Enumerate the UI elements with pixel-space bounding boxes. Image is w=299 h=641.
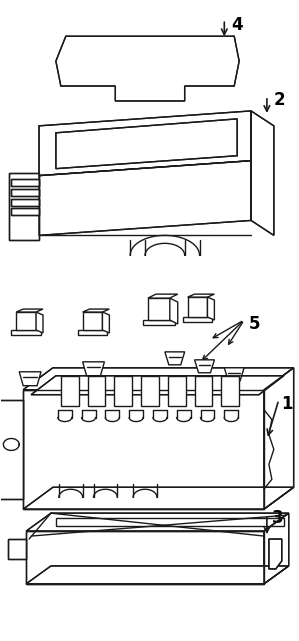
Polygon shape: [11, 330, 41, 335]
Text: 5: 5: [249, 315, 260, 333]
Polygon shape: [195, 376, 212, 406]
Polygon shape: [148, 294, 178, 298]
Polygon shape: [114, 376, 132, 406]
Polygon shape: [26, 531, 264, 584]
Polygon shape: [23, 390, 264, 509]
Polygon shape: [23, 368, 294, 390]
Polygon shape: [168, 376, 186, 406]
Polygon shape: [11, 188, 39, 196]
Polygon shape: [264, 368, 294, 509]
Polygon shape: [8, 539, 26, 559]
Polygon shape: [208, 297, 214, 320]
Polygon shape: [56, 37, 239, 101]
Polygon shape: [39, 161, 251, 235]
Polygon shape: [9, 172, 39, 240]
Polygon shape: [148, 298, 170, 320]
Polygon shape: [61, 376, 79, 406]
Polygon shape: [11, 199, 39, 206]
Polygon shape: [83, 362, 104, 376]
Polygon shape: [141, 376, 159, 406]
Polygon shape: [183, 317, 212, 322]
Polygon shape: [170, 298, 178, 324]
Polygon shape: [224, 368, 244, 381]
Polygon shape: [83, 309, 109, 312]
Polygon shape: [36, 312, 43, 333]
Polygon shape: [221, 376, 239, 406]
Polygon shape: [16, 309, 43, 312]
Polygon shape: [83, 312, 103, 330]
Polygon shape: [31, 376, 284, 395]
Polygon shape: [23, 487, 294, 509]
Polygon shape: [0, 399, 23, 499]
Polygon shape: [11, 179, 39, 186]
Polygon shape: [39, 111, 251, 176]
Polygon shape: [16, 312, 36, 330]
Text: 4: 4: [231, 16, 243, 35]
Text: 2: 2: [274, 91, 286, 109]
Polygon shape: [11, 208, 39, 215]
Polygon shape: [88, 376, 106, 406]
Polygon shape: [56, 119, 237, 169]
Polygon shape: [251, 111, 274, 235]
Polygon shape: [143, 320, 175, 325]
Polygon shape: [103, 312, 109, 333]
Polygon shape: [26, 566, 289, 584]
Polygon shape: [26, 513, 289, 531]
Polygon shape: [78, 330, 107, 335]
Polygon shape: [165, 352, 185, 365]
Text: 3: 3: [272, 509, 283, 527]
Polygon shape: [188, 294, 214, 297]
Polygon shape: [188, 297, 208, 317]
Polygon shape: [269, 539, 282, 569]
Text: 1: 1: [281, 395, 292, 413]
Polygon shape: [19, 372, 41, 386]
Polygon shape: [264, 513, 289, 584]
Polygon shape: [195, 360, 214, 373]
